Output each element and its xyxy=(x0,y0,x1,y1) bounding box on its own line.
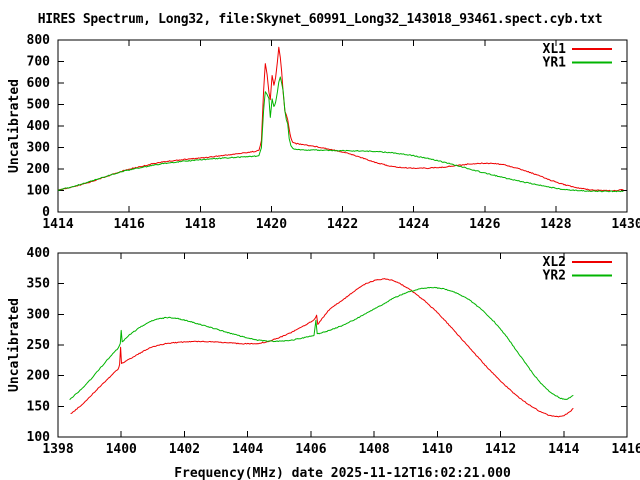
y-axis-label: Uncalibrated xyxy=(7,79,22,173)
x-tick-label: 1428 xyxy=(540,217,571,232)
x-tick-label: 1416 xyxy=(113,217,144,232)
x-tick-label: 1414 xyxy=(42,217,73,232)
y-tick-label: 300 xyxy=(27,307,51,322)
y-axis-label: Uncalibrated xyxy=(7,298,22,392)
x-tick-label: 1422 xyxy=(327,217,358,232)
y-tick-label: 400 xyxy=(27,119,51,134)
y-tick-label: 400 xyxy=(27,246,51,261)
x-tick-label: 1414 xyxy=(548,442,579,457)
y-tick-label: 200 xyxy=(27,369,51,384)
x-tick-label: 1412 xyxy=(485,442,516,457)
x-tick-label: 1400 xyxy=(106,442,137,457)
legend-label-xl1: XL1 xyxy=(543,42,567,57)
y-tick-label: 150 xyxy=(27,399,51,414)
x-tick-label: 1404 xyxy=(232,442,263,457)
x-tick-label: 1424 xyxy=(398,217,429,232)
x-axis-label: Frequency(MHz) date 2025-11-12T16:02:21.… xyxy=(174,466,511,480)
series-line-yr1 xyxy=(57,76,624,193)
legend-label-yr2: YR2 xyxy=(543,269,566,284)
series-line-xl2 xyxy=(70,278,574,418)
y-tick-label: 500 xyxy=(27,98,51,113)
y-tick-label: 200 xyxy=(27,162,51,177)
y-tick-label: 600 xyxy=(27,76,51,91)
x-tick-label: 1430 xyxy=(611,217,640,232)
x-tick-label: 1416 xyxy=(611,442,640,457)
x-tick-label: 1418 xyxy=(185,217,216,232)
x-tick-label: 1398 xyxy=(42,442,73,457)
y-tick-label: 350 xyxy=(27,277,51,292)
y-tick-label: 100 xyxy=(27,184,51,199)
series-line-yr2 xyxy=(69,286,574,401)
x-tick-label: 1408 xyxy=(358,442,389,457)
y-tick-label: 300 xyxy=(27,141,51,156)
x-tick-label: 1420 xyxy=(256,217,287,232)
y-tick-label: 100 xyxy=(27,430,51,445)
x-tick-label: 1406 xyxy=(295,442,326,457)
legend-label-xl2: XL2 xyxy=(543,255,566,270)
y-tick-label: 0 xyxy=(42,205,50,220)
series-line-xl1 xyxy=(57,46,624,192)
x-tick-label: 1402 xyxy=(169,442,200,457)
x-tick-label: 1426 xyxy=(469,217,500,232)
x-tick-label: 1410 xyxy=(422,442,453,457)
y-tick-label: 700 xyxy=(27,55,51,70)
legend-label-yr1: YR1 xyxy=(543,56,567,71)
y-tick-label: 800 xyxy=(27,33,51,48)
y-tick-label: 250 xyxy=(27,338,51,353)
plot-bottom: 1398 1400 1402 1404 1406 1408 1410 1412 1414 1416… xyxy=(7,246,640,480)
chart-title: HIRES Spectrum, Long32, file:Skynet_6099… xyxy=(37,12,603,27)
plot-top: 1414 1416 1418 1420 1422 1424 1426 1428 1430 0 100… xyxy=(7,33,640,232)
